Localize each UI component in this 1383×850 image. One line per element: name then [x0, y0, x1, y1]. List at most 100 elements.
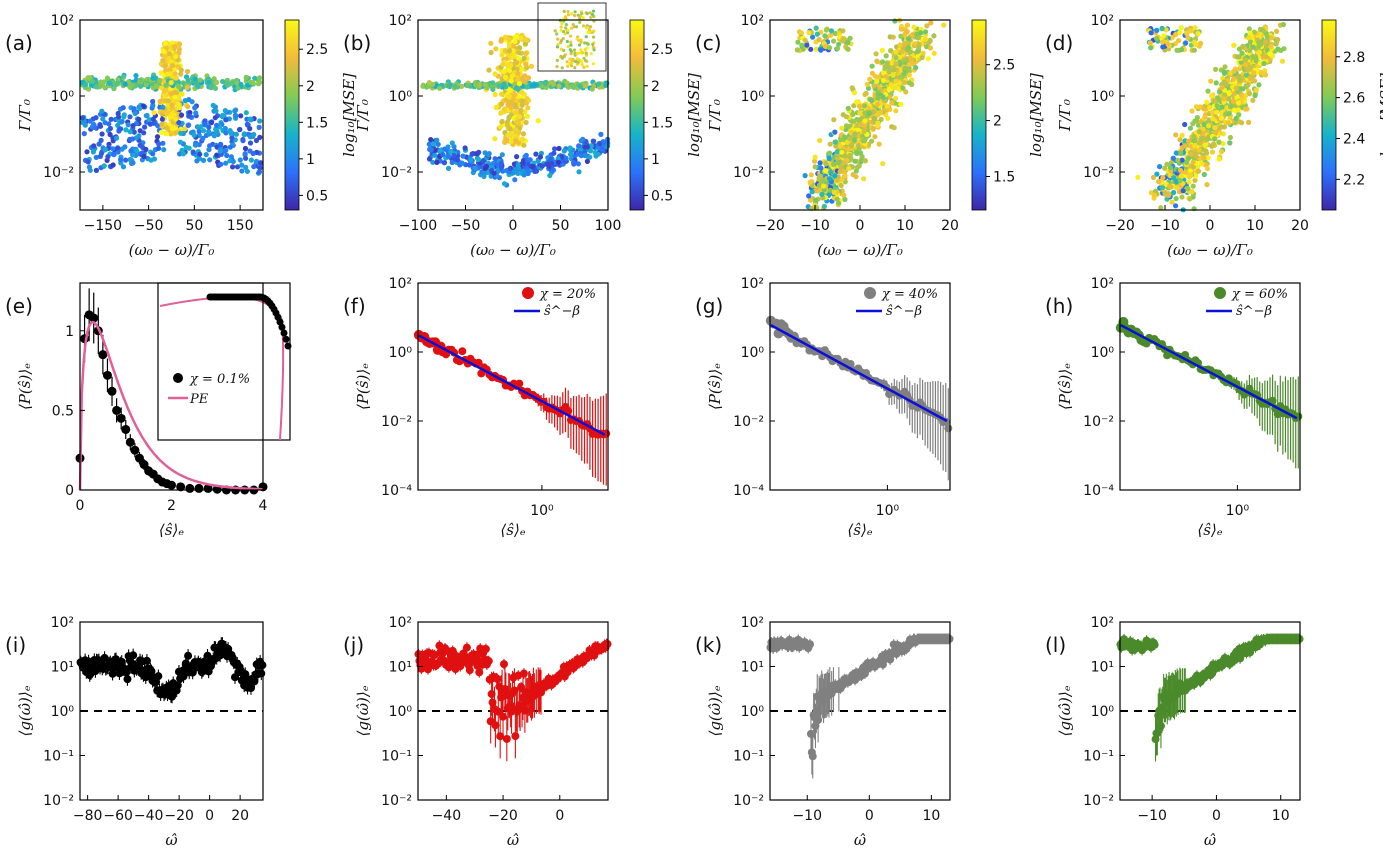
scatter-point	[141, 130, 147, 136]
y-tick-label: 10²	[51, 615, 74, 631]
plot-area	[413, 329, 611, 486]
scatter-point	[911, 24, 917, 30]
scatter-point	[524, 84, 530, 90]
scatter-point	[133, 73, 139, 79]
scatter-point	[1191, 39, 1197, 46]
inset-point	[591, 42, 595, 47]
scatter-point	[250, 80, 256, 86]
scatter-point	[1204, 166, 1211, 172]
y-axis-label: Γ/Γ₀	[706, 99, 724, 132]
scatter-point	[1208, 78, 1214, 84]
scatter-point	[1184, 30, 1190, 36]
scatter-point	[243, 155, 249, 161]
scatter-point	[498, 38, 504, 44]
legend-entry: χ = 20%	[539, 287, 596, 302]
scatter-point	[821, 203, 828, 209]
scatter-point	[1242, 57, 1249, 63]
scatter-point	[239, 168, 245, 174]
scatter-point	[893, 55, 899, 61]
scatter-point	[847, 35, 853, 41]
scatter-point	[506, 37, 512, 43]
scatter-point	[123, 157, 129, 163]
scatter-point	[867, 76, 873, 82]
scatter-point	[831, 117, 837, 123]
scatter-point	[128, 148, 134, 154]
scatter-point	[906, 72, 912, 78]
scatter-point	[445, 144, 451, 150]
panel-d: (d) Γ/Γ₀ (ω₀ − ω)/Γ₀ 2.2 2.4 2.6 2.8 log₁₀[MSE]…	[1045, 13, 1383, 259]
y-tick-label: 10²	[741, 276, 764, 292]
inset-point	[576, 35, 580, 39]
scatter-point	[871, 115, 877, 122]
scatter-point	[1199, 161, 1205, 167]
scatter-point	[920, 50, 926, 56]
inset-point	[569, 26, 574, 30]
scatter-point	[158, 70, 164, 76]
y-axis-label: Γ/Γ₀	[16, 99, 34, 132]
data-point	[257, 669, 266, 678]
scatter-point	[229, 80, 236, 86]
scatter-point	[931, 50, 937, 56]
scatter-point	[504, 122, 510, 128]
scatter-point	[563, 155, 569, 161]
scatter-point	[520, 168, 526, 174]
scatter-point	[830, 161, 837, 167]
scatter-point	[1209, 93, 1215, 99]
y-tick-label: 10⁰	[51, 89, 75, 105]
scatter-point	[794, 47, 800, 53]
scatter-point	[523, 119, 529, 126]
scatter-point	[185, 104, 191, 110]
scatter-point	[1227, 140, 1233, 146]
scatter-point	[512, 177, 518, 183]
scatter-point	[1209, 149, 1216, 155]
scatter-point	[257, 165, 263, 171]
scatter-point	[1231, 91, 1237, 97]
scatter-point	[130, 160, 136, 166]
scatter-point	[163, 82, 169, 88]
scatter-point	[1206, 123, 1212, 129]
colorbar-tick-label: 2.5	[993, 58, 1015, 74]
scatter-point	[1223, 81, 1229, 87]
scatter-point	[492, 91, 498, 98]
scatter-point	[238, 81, 244, 88]
scatter-point	[862, 91, 868, 97]
scatter-point	[1253, 87, 1259, 93]
y-tick-label: 10⁻²	[43, 793, 74, 809]
scatter-point	[913, 65, 919, 71]
scatter-point	[445, 83, 451, 89]
scatter-point	[595, 151, 601, 157]
scatter-point	[172, 71, 178, 77]
y-tick-label: 10⁻²	[733, 414, 764, 430]
colorbar-tick-label: 0.5	[651, 188, 673, 204]
scatter-point	[104, 75, 110, 81]
scatter-point	[451, 153, 457, 159]
scatter-point	[546, 163, 552, 169]
scatter-point	[176, 119, 182, 126]
scatter-point	[884, 60, 890, 66]
scatter-point	[434, 159, 440, 165]
scatter-point	[862, 118, 868, 124]
scatter-point	[834, 149, 840, 155]
scatter-point	[1235, 100, 1242, 106]
inset-point	[553, 29, 557, 33]
scatter-point	[822, 43, 828, 49]
scatter-point	[501, 181, 508, 187]
scatter-point	[861, 103, 868, 109]
scatter-point	[163, 45, 170, 51]
scatter-point	[879, 47, 885, 54]
scatter-point	[906, 80, 912, 86]
scatter-point	[508, 78, 514, 84]
inset-point	[569, 34, 573, 38]
scatter-point	[197, 151, 203, 157]
scatter-point	[600, 148, 606, 154]
legend-entry: χ = 0.1%	[189, 372, 250, 387]
scatter-point	[99, 131, 105, 137]
x-tick-label: 10⁰	[876, 503, 900, 519]
scatter-point	[523, 152, 529, 158]
x-tick-label: 20	[941, 218, 959, 234]
scatter-point	[1185, 35, 1191, 41]
scatter-point	[891, 125, 897, 131]
scatter-point	[1237, 78, 1243, 84]
scatter-point	[466, 162, 472, 168]
scatter-point	[504, 56, 510, 62]
